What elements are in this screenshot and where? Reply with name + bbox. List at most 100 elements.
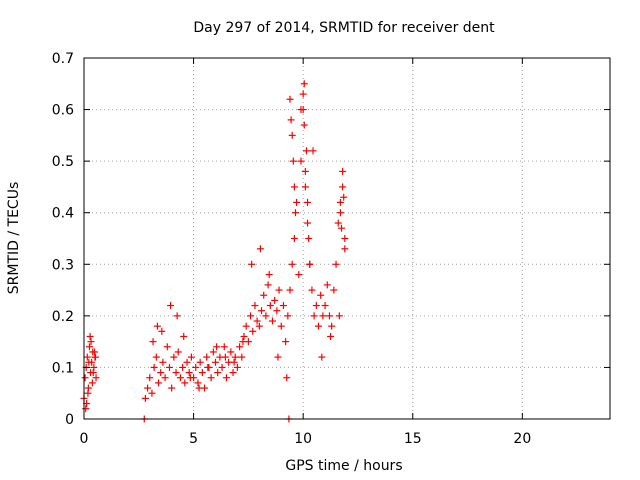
data-point bbox=[230, 358, 238, 366]
data-point bbox=[258, 307, 266, 315]
tick-marks bbox=[83, 57, 610, 420]
data-point bbox=[338, 224, 346, 232]
data-point bbox=[220, 343, 228, 351]
data-point bbox=[293, 198, 301, 206]
x-tick-label: 10 bbox=[294, 431, 312, 447]
data-point bbox=[91, 353, 99, 361]
y-tick-label: 0.7 bbox=[52, 51, 74, 67]
y-tick-label: 0.4 bbox=[52, 206, 74, 222]
data-point bbox=[317, 291, 325, 299]
data-point bbox=[334, 219, 342, 227]
grid-layer bbox=[84, 58, 610, 419]
y-tick-label: 0.2 bbox=[52, 309, 74, 325]
data-point bbox=[319, 312, 327, 320]
data-point bbox=[290, 235, 298, 242]
data-point bbox=[161, 374, 169, 382]
data-point bbox=[297, 157, 305, 165]
x-tick-label: 20 bbox=[513, 431, 531, 447]
data-point bbox=[158, 327, 166, 335]
data-point bbox=[86, 332, 94, 340]
data-point bbox=[282, 338, 290, 346]
data-point bbox=[295, 271, 303, 279]
data-point bbox=[209, 348, 217, 356]
data-point bbox=[304, 198, 312, 206]
data-point bbox=[277, 322, 285, 330]
data-point bbox=[195, 384, 203, 392]
data-point bbox=[150, 363, 158, 371]
data-point bbox=[221, 353, 229, 361]
data-point bbox=[299, 90, 307, 98]
data-point bbox=[88, 379, 96, 387]
data-point bbox=[302, 147, 310, 155]
data-point bbox=[323, 281, 331, 289]
data-point bbox=[288, 260, 296, 268]
data-point bbox=[87, 338, 95, 346]
data-point bbox=[239, 338, 247, 346]
data-point bbox=[229, 369, 237, 377]
data-point bbox=[83, 353, 91, 361]
data-point bbox=[332, 260, 340, 268]
y-tick-label: 0.1 bbox=[52, 360, 74, 376]
data-point bbox=[84, 389, 92, 397]
data-point bbox=[152, 353, 160, 361]
y-tick-label: 0.6 bbox=[52, 103, 74, 119]
data-point bbox=[242, 322, 250, 330]
data-point bbox=[290, 183, 298, 191]
data-point bbox=[249, 327, 257, 335]
data-point bbox=[92, 374, 100, 382]
data-point bbox=[90, 363, 98, 371]
data-point bbox=[236, 343, 244, 351]
x-tick-labels: 0 5 10 15 20 bbox=[80, 431, 532, 447]
x-tick-label: 0 bbox=[80, 431, 89, 447]
data-point bbox=[315, 322, 323, 330]
data-point bbox=[218, 363, 226, 371]
data-point bbox=[91, 348, 99, 356]
data-point bbox=[310, 312, 318, 320]
data-point bbox=[247, 312, 255, 320]
data-point bbox=[262, 312, 270, 320]
y-tick-labels: 0 0.1 0.2 0.3 0.4 0.5 0.6 0.7 bbox=[52, 51, 74, 428]
data-point bbox=[222, 374, 230, 382]
data-point bbox=[275, 286, 283, 294]
data-point bbox=[203, 353, 211, 361]
data-point bbox=[89, 369, 97, 377]
data-point bbox=[291, 209, 299, 217]
plot-frame bbox=[83, 57, 611, 420]
data-point bbox=[159, 358, 167, 366]
x-axis-title: GPS time / hours bbox=[285, 458, 402, 474]
data-point bbox=[81, 374, 89, 382]
data-point bbox=[305, 235, 313, 242]
data-point bbox=[264, 281, 272, 289]
data-point bbox=[312, 302, 320, 310]
data-point bbox=[339, 167, 347, 175]
data-point bbox=[170, 353, 178, 361]
data-point bbox=[335, 312, 343, 320]
data-point bbox=[174, 348, 182, 356]
y-tick-label: 0 bbox=[65, 412, 74, 428]
data-point bbox=[297, 106, 305, 114]
data-point bbox=[85, 358, 93, 366]
data-point bbox=[328, 322, 336, 330]
data-point bbox=[268, 317, 276, 325]
data-point bbox=[155, 379, 163, 387]
data-point bbox=[180, 332, 188, 340]
data-point bbox=[214, 369, 222, 377]
data-point bbox=[283, 374, 291, 382]
data-point bbox=[213, 343, 221, 351]
data-point bbox=[271, 296, 279, 304]
data-point bbox=[173, 312, 181, 320]
data-point bbox=[204, 363, 212, 371]
data-points bbox=[80, 80, 349, 423]
data-point bbox=[301, 183, 309, 191]
data-point bbox=[187, 353, 195, 361]
data-point bbox=[153, 322, 161, 330]
data-point bbox=[265, 271, 273, 279]
data-point bbox=[181, 379, 189, 387]
data-point bbox=[176, 374, 184, 382]
data-point bbox=[251, 302, 259, 310]
data-point bbox=[149, 338, 157, 346]
data-point bbox=[146, 374, 154, 382]
data-point bbox=[148, 389, 156, 397]
data-point bbox=[286, 286, 294, 294]
